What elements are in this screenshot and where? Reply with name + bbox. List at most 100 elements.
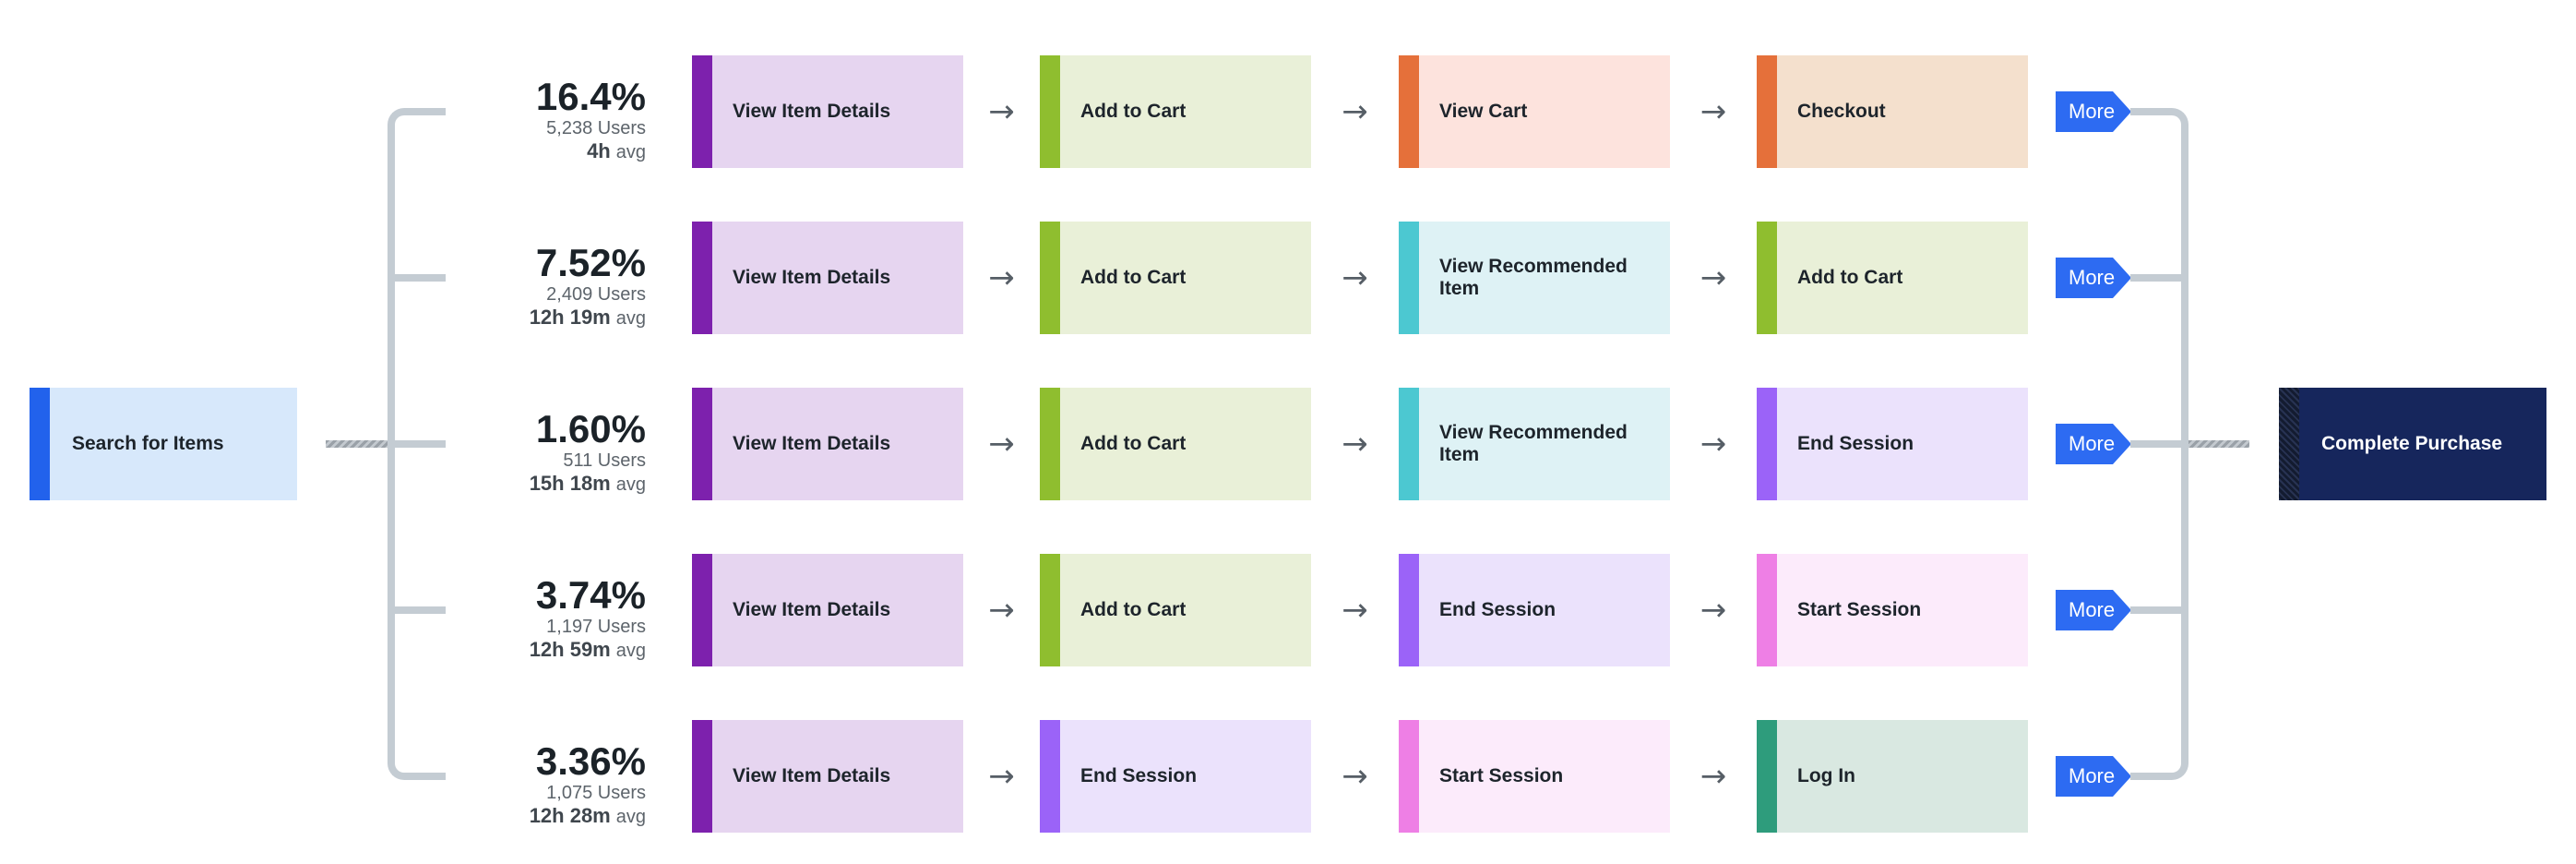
step-card-view-item-details[interactable]: View Item Details [692, 720, 963, 833]
step-accent-bar [1757, 55, 1777, 168]
arrow-right-icon: → [1342, 592, 1368, 629]
source-node-search-for-items[interactable]: Search for Items [30, 388, 297, 500]
step-card-label: View Item Details [733, 267, 891, 288]
path-percent: 3.36% [535, 739, 646, 783]
path-avg-duration: 4h avg [369, 139, 646, 164]
step-card-view-recommended-item[interactable]: View Recommended Item [1399, 222, 1670, 334]
step-card-label: Add to Cart [1080, 599, 1187, 620]
step-card-view-item-details[interactable]: View Item Details [692, 55, 963, 168]
step-card-label: Add to Cart [1080, 433, 1187, 454]
path-stats: 3.36% 1,075 Users 12h 28m avg [369, 741, 646, 829]
path-avg-duration: 12h 28m avg [369, 804, 646, 829]
path-users: 1,075 Users [546, 783, 646, 803]
step-card-label: Log In [1797, 765, 1855, 786]
step-card-label: End Session [1080, 765, 1198, 786]
step-card-start-session[interactable]: Start Session [1757, 554, 2028, 666]
step-card-view-item-details[interactable]: View Item Details [692, 554, 963, 666]
arrow-right-icon: → [1699, 592, 1727, 629]
more-button[interactable]: More [2056, 91, 2131, 132]
step-card-view-item-details[interactable]: View Item Details [692, 388, 963, 500]
left-bracket-stub-row4 [388, 606, 446, 614]
step-card-view-cart[interactable]: View Cart [1399, 55, 1670, 168]
arrow-right-icon: → [1699, 93, 1727, 130]
path-avg-duration: 12h 19m avg [369, 306, 646, 330]
more-button[interactable]: More [2056, 258, 2131, 298]
step-accent-bar [692, 554, 712, 666]
step-card-add-to-cart[interactable]: Add to Cart [1040, 388, 1311, 500]
step-accent-bar [1757, 554, 1777, 666]
step-card-start-session[interactable]: Start Session [1399, 720, 1670, 833]
step-accent-bar [1399, 554, 1419, 666]
arrow-right-icon: → [988, 259, 1015, 296]
step-card-label: End Session [1797, 433, 1914, 454]
step-card-label: Checkout [1797, 101, 1886, 122]
path-users: 1,197 Users [546, 617, 646, 637]
path-stats: 1.60% 511 Users 15h 18m avg [369, 409, 646, 497]
path-avg-value: 12h 19m [529, 306, 611, 329]
more-button[interactable]: More [2056, 590, 2131, 630]
path-users: 511 Users [563, 450, 646, 471]
step-accent-bar [1040, 720, 1060, 833]
step-card-view-item-details[interactable]: View Item Details [692, 222, 963, 334]
left-bracket-stub-row3 [388, 440, 446, 448]
step-accent-bar [1399, 222, 1419, 334]
arrow-right-icon: → [1342, 758, 1368, 795]
step-card-label: Add to Cart [1797, 267, 1903, 288]
arrow-right-icon: → [1699, 758, 1727, 795]
step-card-checkout[interactable]: Checkout [1757, 55, 2028, 168]
step-card-label: View Recommended Item [1439, 422, 1628, 465]
step-card-add-to-cart[interactable]: Add to Cart [1040, 222, 1311, 334]
path-percent: 7.52% [535, 241, 646, 284]
step-card-add-to-cart[interactable]: Add to Cart [1757, 222, 2028, 334]
step-card-view-recommended-item[interactable]: View Recommended Item [1399, 388, 1670, 500]
step-accent-bar [1399, 388, 1419, 500]
arrow-right-icon: → [1699, 259, 1727, 296]
path-stats: 16.4% 5,238 Users 4h avg [369, 77, 646, 164]
step-accent-bar [1040, 222, 1060, 334]
step-card-end-session[interactable]: End Session [1399, 554, 1670, 666]
path-avg-duration: 12h 59m avg [369, 638, 646, 663]
path-users: 2,409 Users [546, 284, 646, 305]
path-users: 5,238 Users [546, 118, 646, 138]
path-avg-suffix: avg [615, 474, 646, 495]
step-card-label: Add to Cart [1080, 267, 1187, 288]
step-accent-bar [1040, 554, 1060, 666]
step-card-label: End Session [1439, 599, 1556, 620]
arrow-right-icon: → [1699, 426, 1727, 462]
arrow-right-icon: → [988, 426, 1015, 462]
step-card-add-to-cart[interactable]: Add to Cart [1040, 55, 1311, 168]
step-card-end-session[interactable]: End Session [1757, 388, 2028, 500]
arrow-right-icon: → [988, 93, 1015, 130]
path-percent: 1.60% [535, 407, 646, 450]
step-accent-bar [692, 55, 712, 168]
path-avg-suffix: avg [615, 308, 646, 329]
left-bracket-stub-row2 [388, 274, 446, 282]
target-node-complete-purchase[interactable]: Complete Purchase [2279, 388, 2546, 500]
step-card-label: Start Session [1439, 765, 1564, 786]
path-stats: 3.74% 1,197 Users 12h 59m avg [369, 575, 646, 663]
step-accent-bar [1757, 222, 1777, 334]
step-card-label: View Item Details [733, 433, 891, 454]
step-card-label: Start Session [1797, 599, 1922, 620]
more-button[interactable]: More [2056, 424, 2131, 464]
step-accent-bar [692, 222, 712, 334]
arrow-right-icon: → [1342, 426, 1368, 462]
step-card-label: View Item Details [733, 101, 891, 122]
step-card-label: View Item Details [733, 765, 891, 786]
step-card-log-in[interactable]: Log In [1757, 720, 2028, 833]
step-accent-bar [1757, 388, 1777, 500]
step-card-end-session[interactable]: End Session [1040, 720, 1311, 833]
path-avg-suffix: avg [615, 142, 646, 162]
arrow-right-icon: → [988, 592, 1015, 629]
path-avg-suffix: avg [615, 641, 646, 661]
arrow-right-icon: → [1342, 259, 1368, 296]
step-accent-bar [1757, 720, 1777, 833]
more-button[interactable]: More [2056, 756, 2131, 797]
step-card-add-to-cart[interactable]: Add to Cart [1040, 554, 1311, 666]
path-percent: 3.74% [535, 573, 646, 617]
step-accent-bar [692, 720, 712, 833]
path-stats: 7.52% 2,409 Users 12h 19m avg [369, 243, 646, 330]
step-accent-bar [692, 388, 712, 500]
step-accent-bar [1040, 388, 1060, 500]
